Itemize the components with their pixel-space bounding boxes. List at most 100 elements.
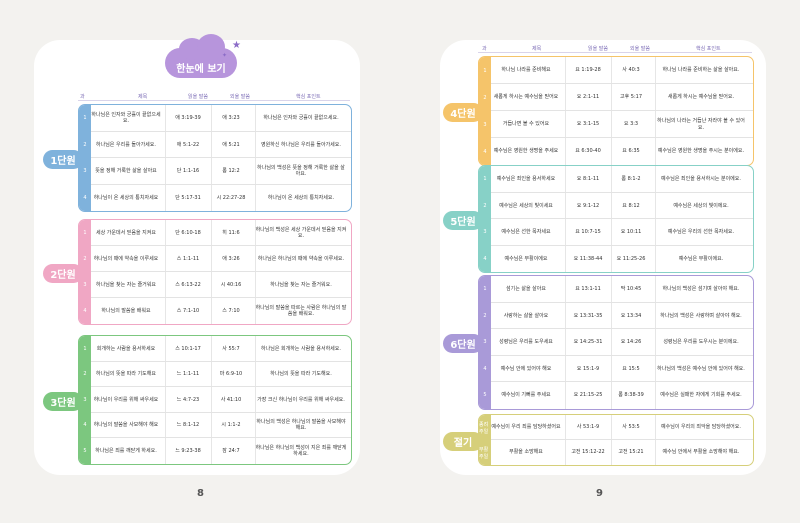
- table-row: 4 예수님 안에 있어야 해요 요 15:1-9 요 15:5 하나님의 백성은 예수님…: [479, 355, 753, 382]
- lesson-number: 종려주일: [479, 415, 491, 440]
- table-row: 3 뜻을 정해 거룩한 삶을 살아요 단 1:1-16 롬 12:2 하나님의 백성은 …: [79, 158, 351, 185]
- column-divider: [211, 220, 212, 324]
- cell-memory: 요 10:11: [620, 229, 642, 236]
- row-separator: [491, 354, 753, 356]
- cell-memory: 사 55:7: [222, 345, 240, 352]
- lesson-number: 4: [479, 355, 491, 382]
- cell-point: 예수님은 실패한 자에게 기회를 주세요.: [660, 392, 742, 399]
- cell-title: 예수님은 영원한 생명을 주세요: [493, 148, 559, 155]
- cell-title: 예수님이 우리 죄를 담당하셨어요: [491, 424, 561, 431]
- cell-memory: 고후 5:17: [619, 94, 643, 101]
- row-separator: [91, 360, 351, 362]
- cell-memory: 시 1:1-2: [221, 422, 241, 429]
- cell-point: 하나님의 백성은 하나님의 말씀을 사모해야 해요.: [256, 419, 346, 432]
- cell-title: 사랑하는 삶을 살아요: [503, 312, 549, 319]
- cell-point: 예수님은 영원한 생명을 주시는 분이에요.: [657, 148, 745, 155]
- cell-point: 예수님은 죄인을 용서하시는 분이에요.: [661, 176, 741, 183]
- row-separator: [91, 157, 351, 158]
- cell-read: 요 2:1-11: [576, 94, 600, 101]
- row-separator: [491, 328, 753, 329]
- cell-read: 단 5:17-31: [175, 194, 201, 201]
- table-row: 2 예수님은 세상의 빛이세요 요 9:1-12 요 8:12 예수님은 세상의 빛이에…: [479, 192, 753, 219]
- title-cloud: [165, 34, 237, 78]
- column-divider: [611, 415, 612, 465]
- cell-read: 요 8:1-11: [576, 176, 600, 183]
- cell-title: 예수님이 기뻐를 주세요: [501, 392, 551, 399]
- table-row: 1 하나님 나라를 준비해요 요 1:19-28 사 40:3 하나님 나라를 준비하는…: [479, 57, 753, 84]
- column-divider: [655, 415, 656, 465]
- sparkle-icon: ✦: [222, 52, 228, 59]
- column-divider: [165, 336, 166, 464]
- cell-memory: 요 6:35: [622, 148, 640, 155]
- row-separator: [491, 301, 753, 303]
- column-divider: [565, 57, 566, 165]
- table-row: 1 회개하는 사람을 용서하세요 스 10:1-17 사 55:7 하나님은 회개하는 …: [79, 336, 351, 362]
- cell-read: 요 11:38-44: [573, 255, 603, 262]
- lesson-number: 1: [479, 276, 491, 303]
- row-separator: [491, 191, 753, 193]
- lesson-number: 3: [79, 158, 91, 185]
- table-row: 2 하나님의 뜻을 따라 기도해요 느 1:1-11 마 6:9-10 하나님의 뜻을 …: [79, 361, 351, 387]
- cell-memory: 사 41:10: [220, 396, 242, 403]
- cell-title: 회개하는 사람을 용서하세요: [96, 345, 156, 352]
- cell-point: 하나님은 인자와 긍휼이 끝없으세요.: [263, 115, 339, 122]
- unit-block: 6단원 1 섬기는 삶을 살아요 요 13:1-11 막 10:45 하나님의 백성은 섬…: [443, 275, 754, 410]
- column-divider: [255, 220, 256, 324]
- cell-read: 요 10:7-15: [575, 229, 601, 236]
- cell-point: 가장 크신 하나님이 우리를 위해 싸우세요.: [257, 396, 345, 403]
- page-title: 한눈에 보기: [176, 64, 226, 75]
- row-separator: [491, 244, 753, 246]
- cell-memory: 시 40:16: [220, 281, 242, 288]
- cell-memory: 요 13:34: [620, 312, 642, 319]
- table-row: 4 예수님은 부활이에요 요 11:38-44 요 11:25-26 예수님은 부활이에…: [479, 245, 753, 272]
- lesson-number: 3: [479, 219, 491, 246]
- lesson-number: 3: [479, 111, 491, 138]
- column-divider: [655, 276, 656, 409]
- cell-point: 하나님의 나라는 거듭난 자라야 볼 수 있어요.: [657, 118, 745, 131]
- column-divider: [655, 57, 656, 165]
- page-number-right: 9: [596, 488, 603, 499]
- cell-read: 요 15:1-9: [576, 365, 600, 372]
- cell-title: 하나님을 찾는 자는 즐거워요: [96, 281, 156, 288]
- column-divider: [211, 105, 212, 211]
- col-point-header: 핵심 포인트: [296, 94, 321, 100]
- cell-title: 하나님은 죄를 깨닫게 하세요.: [95, 447, 157, 454]
- cell-title: 예수님은 부활이에요: [504, 255, 548, 262]
- cell-read: 느 1:1-11: [176, 371, 200, 378]
- cell-point: 하나님이 온 세상의 통치자세요.: [267, 194, 335, 201]
- cell-title: 뜻을 정해 거룩한 삶을 살아요: [95, 168, 157, 175]
- column-divider: [565, 415, 566, 465]
- cell-memory: 요 8:12: [622, 202, 640, 209]
- lesson-number: 1: [479, 166, 491, 193]
- row-separator: [91, 271, 351, 272]
- cell-title: 거듭나면 볼 수 있어요: [502, 121, 550, 128]
- cell-memory: 롬 12:2: [222, 168, 240, 175]
- cell-point: 예수님이 우리의 죄악을 담당하셨어요.: [661, 424, 741, 431]
- cell-read: 요 21:15-25: [573, 392, 603, 399]
- cell-point: 영원하신 하나님은 우리를 돌아가세요.: [261, 141, 341, 148]
- col-no-header: 과: [482, 46, 487, 52]
- cell-title: 하나님의 말씀을 배워요: [101, 307, 151, 314]
- table-row: 종려주일 예수님이 우리 죄를 담당하셨어요 사 53:1-9 사 53:5 예수님이 …: [479, 415, 753, 440]
- star-icon: ★: [232, 40, 241, 51]
- column-divider: [565, 166, 566, 272]
- table-row: 3 성령님은 우리를 도우세요 요 14:25-31 요 14:26 성령님은 우리를 …: [479, 329, 753, 356]
- cell-read: 애 5:1-22: [176, 141, 200, 148]
- col-memory-header: 외울 말씀: [230, 94, 250, 100]
- cell-title: 예수님은 선한 목자세요: [501, 229, 551, 236]
- table-row: 2 새롭게 하시는 예수님을 믿어요 요 2:1-11 고후 5:17 새롭게 하시는 …: [479, 84, 753, 111]
- column-divider: [611, 276, 612, 409]
- cell-point: 하나님의 백성은 세상 가운데서 믿음을 지켜요.: [255, 226, 347, 239]
- table-row: 3 예수님은 선한 목자세요 요 10:7-15 요 10:11 예수님은 우리의 선한…: [479, 219, 753, 246]
- cell-title: 하나님은 인자와 긍휼이 끝없으세요.: [91, 112, 161, 125]
- table-row: 5 하나님은 죄를 깨닫게 하세요. 느 9:23-38 잠 24:7 하나님은 하나님…: [79, 438, 351, 464]
- unit-block: 3단원 1 회개하는 사람을 용서하세요 스 10:1-17 사 55:7 하나님은 회개…: [43, 335, 352, 465]
- lesson-number: 4: [79, 184, 91, 211]
- cell-memory: 사 40:3: [622, 67, 640, 74]
- table-row: 1 하나님은 인자와 긍휼이 끝없으세요. 애 3:19-39 애 3:23 하나님은 …: [79, 105, 351, 132]
- unit-label: 3단원: [43, 391, 83, 411]
- col-no-header: 과: [80, 94, 85, 100]
- cell-memory: 애 3:26: [222, 255, 240, 262]
- cell-title: 세상 가운데서 믿음을 지켜요: [96, 229, 156, 236]
- row-separator: [491, 83, 753, 84]
